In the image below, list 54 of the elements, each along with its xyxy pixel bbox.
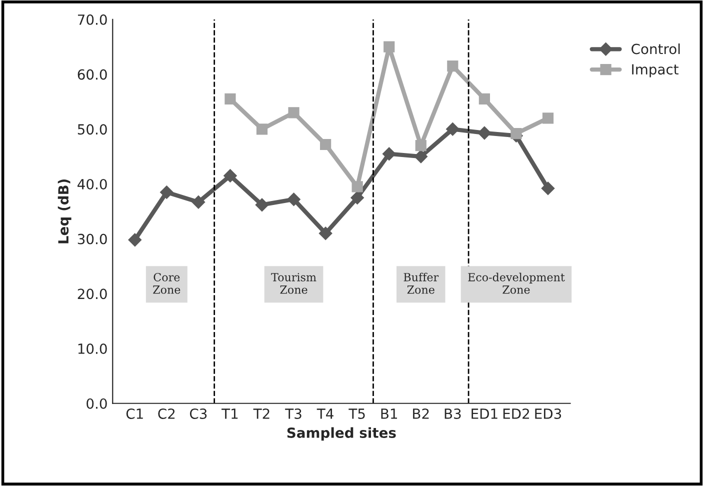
annotation: Tourism Zone [271,273,316,294]
y-tick-label: 10.0 [78,344,107,354]
y-tick-label: 60.0 [78,69,107,80]
x-tick-label: T3 [285,408,302,419]
x-tick-label: ED3 [535,408,562,419]
point [128,233,142,247]
point [255,198,269,212]
point [160,186,174,199]
point [510,128,522,140]
y-tick-label: 0.0 [86,398,107,409]
y-tick-label: 30.0 [78,234,107,244]
annotation: Core Zone [153,272,180,294]
point [542,112,554,124]
point [478,93,490,105]
point [192,196,206,209]
point [415,140,426,152]
point [350,191,364,204]
point [224,93,236,105]
point [224,169,237,182]
x-axis-title: Sampled sites [287,427,396,441]
y-axis-title: Leq (dB) [58,179,72,244]
point [287,192,300,206]
x-tick-label: T4 [316,408,334,419]
point [320,138,332,150]
y-tick-label: 50.0 [78,124,107,135]
x-tick-label: B1 [381,408,398,419]
y-tick-label: 70.0 [78,14,107,25]
point [256,124,268,135]
point [414,150,428,164]
point [288,107,300,118]
x-tick-label: ED2 [503,408,529,419]
annotation: Eco-development Zone [468,272,565,294]
x-tick-label: C2 [158,408,175,419]
legend-label: Impact [632,64,678,78]
point [384,41,395,52]
y-tick-label: 20.0 [78,288,107,300]
x-tick-label: T2 [253,408,270,419]
x-tick-label: ED1 [472,408,498,419]
point [541,182,555,195]
point [446,122,460,136]
x-tick-label: B3 [444,408,461,419]
point [478,126,492,140]
point [318,226,332,240]
point [352,181,363,192]
x-tick-label: B2 [413,408,429,419]
x-tick-label: C3 [190,408,207,419]
annotation: Buffer Zone [404,272,439,294]
x-tick-label: T5 [348,408,365,419]
y-tick-label: 40.0 [78,178,107,190]
legend-label: Control [632,43,680,54]
point [382,147,396,160]
x-tick-label: C1 [126,408,143,419]
x-tick-label: T1 [222,408,238,419]
point [447,60,458,72]
